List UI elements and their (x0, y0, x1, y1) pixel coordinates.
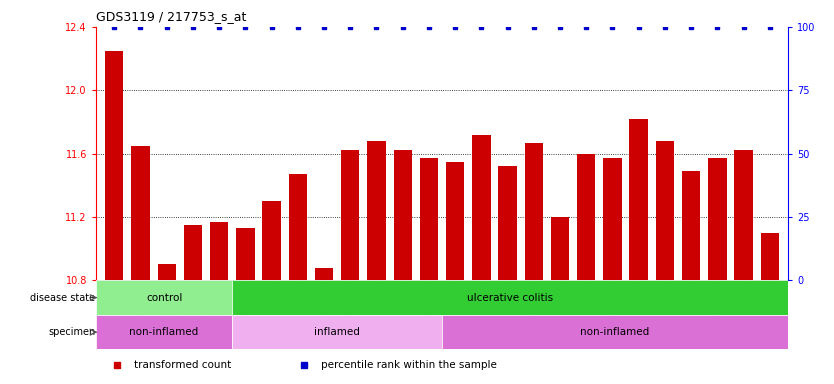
Bar (341, 151, 359, 280)
Text: inflamed: inflamed (314, 327, 360, 337)
Bar (682, 171, 701, 280)
Bar (550, 217, 569, 280)
Text: GDS3119 / 217753_s_at: GDS3119 / 217753_s_at (96, 10, 246, 23)
Bar (367, 141, 385, 280)
Text: disease state: disease state (30, 293, 95, 303)
Bar (96, 280, 232, 315)
Bar (131, 146, 149, 280)
Text: control: control (146, 293, 183, 303)
Bar (315, 268, 334, 280)
Bar (442, 315, 788, 349)
Bar (158, 265, 176, 280)
Bar (394, 151, 412, 280)
Text: specimen: specimen (48, 327, 95, 337)
Bar (656, 141, 674, 280)
Bar (236, 228, 254, 280)
Bar (446, 162, 465, 280)
Bar (761, 233, 779, 280)
Bar (232, 280, 788, 315)
Text: non-inflamed: non-inflamed (580, 327, 650, 337)
Bar (210, 222, 229, 280)
Bar (183, 225, 202, 280)
Text: percentile rank within the sample: percentile rank within the sample (321, 360, 497, 370)
Text: non-inflamed: non-inflamed (129, 327, 198, 337)
Bar (708, 158, 726, 280)
Text: ulcerative colitis: ulcerative colitis (467, 293, 553, 303)
Bar (105, 51, 123, 280)
Bar (499, 166, 517, 280)
Bar (630, 119, 648, 280)
Text: transformed count: transformed count (134, 360, 231, 370)
Bar (289, 174, 307, 280)
Bar (232, 315, 442, 349)
Bar (525, 142, 543, 280)
Bar (472, 134, 490, 280)
Bar (420, 158, 438, 280)
Bar (603, 158, 621, 280)
Bar (735, 151, 753, 280)
Bar (263, 201, 281, 280)
Bar (96, 315, 232, 349)
Bar (577, 154, 595, 280)
